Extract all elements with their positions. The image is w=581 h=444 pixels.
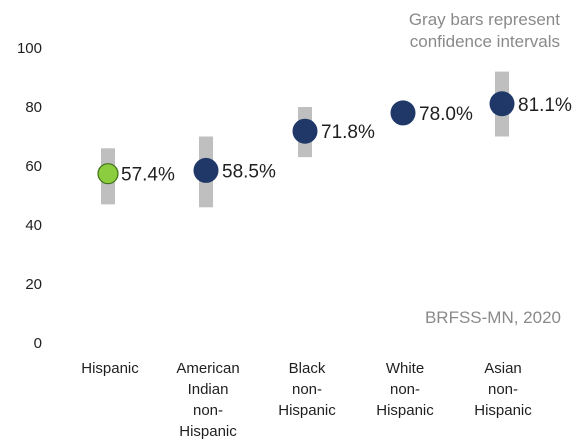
y-tick-label-80: 80 (25, 99, 42, 116)
category-label-american-indian: American Indian non- Hispanic (176, 360, 240, 440)
data-point-american-indian (193, 157, 219, 183)
value-label-hispanic: 57.4% (121, 165, 175, 186)
data-point-asian (489, 91, 515, 117)
category-label-white: White non- Hispanic (376, 360, 434, 419)
category-label-asian: Asian non- Hispanic (474, 360, 532, 419)
value-label-black: 71.8% (321, 122, 375, 143)
data-point-hispanic (97, 163, 119, 185)
ci-note: Gray bars represent confidence intervals (408, 10, 560, 51)
value-label-asian: 81.1% (518, 95, 572, 116)
data-point-white (390, 100, 416, 126)
y-tick-label-0: 0 (34, 335, 42, 352)
y-tick-label-20: 20 (25, 276, 42, 293)
value-label-white: 78.0% (419, 104, 473, 125)
category-label-hispanic: Hispanic (81, 360, 139, 377)
y-tick-label-100: 100 (17, 40, 42, 57)
y-tick-label-40: 40 (25, 217, 42, 234)
category-label-black: Black non- Hispanic (278, 360, 336, 419)
data-point-black (292, 118, 318, 144)
value-label-american-indian: 58.5% (222, 161, 276, 182)
source-note: BRFSS-MN, 2020 (424, 308, 561, 327)
y-tick-label-60: 60 (25, 158, 42, 175)
